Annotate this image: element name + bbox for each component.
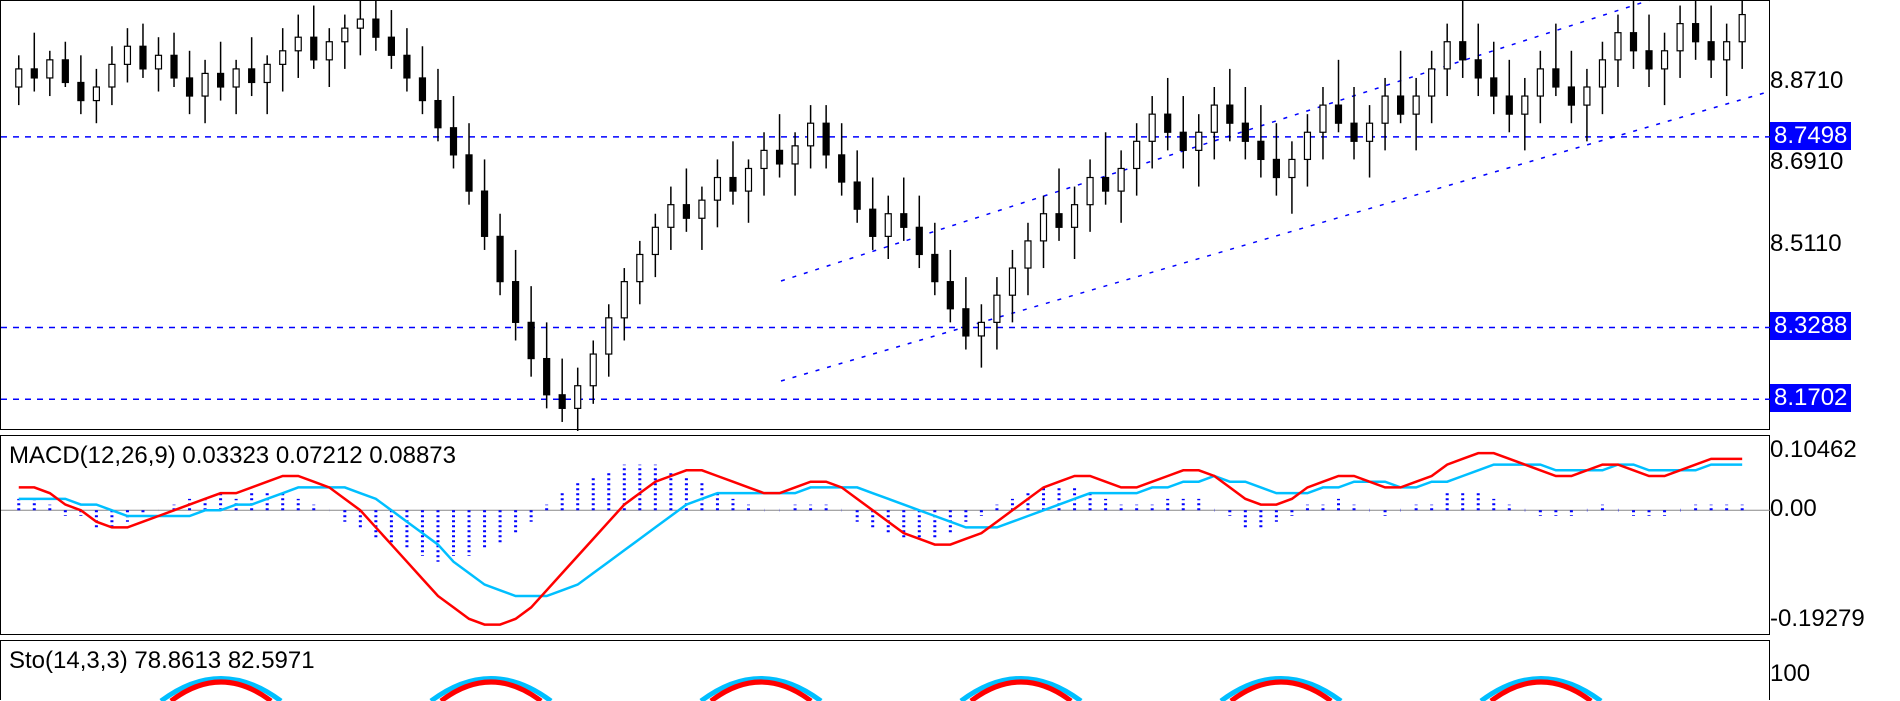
trading-chart: MACD(12,26,9) 0.03323 0.07212 0.08873 St… (0, 0, 1900, 700)
price-axis-tick: 8.6910 (1770, 148, 1843, 176)
macd-chart-svg (1, 436, 1771, 636)
price-axis-tick: 8.5110 (1770, 230, 1842, 258)
stochastic-panel[interactable]: Sto(14,3,3) 78.8613 82.5971 (0, 640, 1770, 700)
price-axis-tick: 8.8710 (1770, 67, 1843, 95)
price-chart-svg (1, 1, 1771, 431)
price-panel[interactable] (0, 0, 1770, 430)
macd-axis-tick: -0.19279 (1770, 605, 1865, 633)
sto-chart-svg (1, 641, 1771, 701)
sto-axis-tick: 100 (1770, 660, 1810, 688)
macd-axis-tick: 0.10462 (1770, 436, 1857, 464)
macd-panel[interactable]: MACD(12,26,9) 0.03323 0.07212 0.08873 (0, 435, 1770, 635)
macd-axis-tick: 0.00 (1770, 495, 1817, 523)
price-axis-tick: 8.3288 (1770, 312, 1851, 340)
y-axis-labels: 8.8710 8.74988.6910 8.5110 8.3288 8.1702 0.10… (1770, 0, 1900, 700)
price-axis-tick: 8.7498 (1770, 122, 1851, 150)
price-axis-tick: 8.1702 (1770, 384, 1851, 412)
